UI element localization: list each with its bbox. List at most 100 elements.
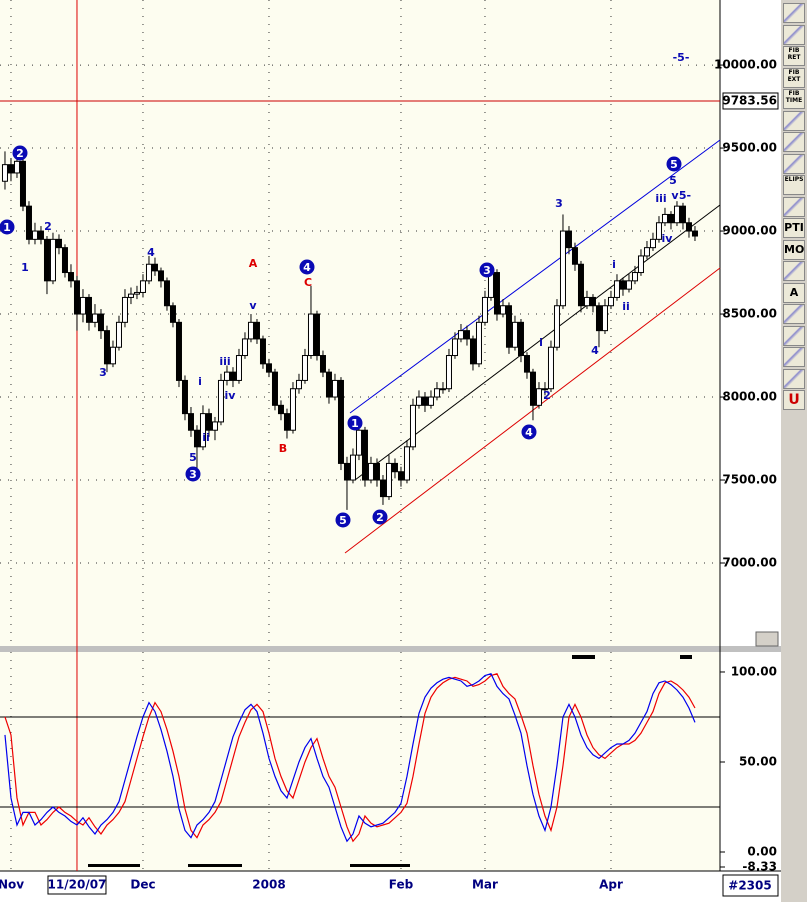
toolbar-button[interactable]: FIB RET [783, 46, 805, 66]
y-tick-label: 100.00 [731, 664, 777, 678]
candle-body [481, 296, 488, 323]
toolbar-button[interactable] [783, 261, 805, 281]
y-tick-label: 9000.00 [722, 224, 777, 238]
candle-body [31, 230, 38, 240]
wave-label: 5- [679, 189, 691, 202]
candle-body [415, 396, 422, 406]
candle-body [445, 355, 452, 390]
candle-body [229, 371, 236, 381]
wave-marker [12, 145, 28, 161]
status-bar [680, 655, 692, 659]
candle-body [121, 296, 128, 323]
candle-body [37, 230, 44, 240]
candle-body [133, 291, 140, 295]
wave-label: 4 [525, 426, 533, 439]
candle-body [7, 164, 14, 174]
candle-body [469, 338, 476, 365]
y-tick-label: 7000.00 [722, 556, 777, 570]
toolbar-button[interactable]: FIB TIME [783, 89, 805, 109]
wave-marker [335, 512, 351, 528]
candle-body [61, 247, 68, 274]
x-tick-label: Dec [130, 878, 155, 892]
toolbar-button[interactable] [783, 24, 805, 45]
wave-label: 1 [351, 417, 359, 430]
candle-body [643, 247, 650, 257]
candle-body [289, 388, 296, 431]
candle-body [385, 462, 392, 498]
toolbar-button[interactable] [783, 153, 805, 174]
toolbar-button[interactable]: U [783, 390, 805, 410]
toolbar-button[interactable]: A [783, 282, 805, 303]
candle-body [127, 293, 134, 298]
toolbar-button[interactable] [783, 304, 805, 324]
price-panel [0, 0, 720, 646]
candle-body [367, 462, 374, 481]
toolbar-button[interactable] [783, 132, 805, 152]
status-box [722, 874, 779, 897]
candle-body [259, 338, 266, 365]
candle-body [217, 379, 224, 423]
y-tick-label: 7500.00 [722, 473, 777, 487]
candle-body [571, 247, 578, 265]
y-tick-label: 8000.00 [722, 390, 777, 404]
candle-body [427, 396, 434, 406]
wave-label: C [304, 276, 312, 289]
wave-label: 5 [339, 514, 347, 527]
wave-label: 3 [189, 468, 197, 481]
candle-body [343, 462, 350, 481]
candle-body [397, 471, 404, 481]
toolbar-button[interactable]: ELIPS [783, 175, 805, 195]
chart: #2305 Nov 11/20/07 Dec 2008 Feb Mar Apr 7000.00… [0, 0, 781, 897]
wave-label: 3 [99, 366, 107, 379]
candle-body [511, 321, 518, 348]
scale-icon[interactable] [755, 631, 779, 647]
toolbar-button[interactable] [783, 325, 805, 346]
wave-label: 3 [483, 264, 491, 277]
wave-label: v [671, 189, 679, 202]
candle-body [175, 321, 182, 381]
wave-marker [666, 156, 682, 172]
candle-body [391, 462, 398, 473]
channel-line [349, 139, 721, 414]
candle-body [151, 263, 158, 272]
candle-body [199, 413, 206, 448]
wave-label: 5 [189, 451, 197, 464]
candle-body [475, 321, 482, 365]
toolbar-button[interactable] [783, 3, 805, 23]
y-tick-label: 10000.00 [714, 58, 777, 72]
candle-body [157, 270, 164, 282]
candle-body [349, 454, 356, 481]
wave-label: i [612, 258, 616, 271]
candle-body [463, 330, 470, 340]
wave-label: B [279, 442, 287, 455]
candle-body [547, 346, 554, 390]
status-bar [188, 864, 242, 867]
reference-box [722, 92, 779, 110]
candle-body [691, 230, 698, 237]
candle-body [523, 355, 530, 373]
toolbar-button[interactable] [783, 368, 805, 389]
candle-body [295, 379, 302, 390]
y-tick-label: 50.00 [739, 754, 777, 768]
wave-label: 5 [670, 158, 678, 171]
toolbar-button[interactable] [783, 347, 805, 367]
candle-body [613, 280, 620, 298]
candle-body [559, 230, 566, 307]
toolbar-button[interactable] [783, 196, 805, 217]
toolbar-button[interactable]: FIB EXT [783, 67, 805, 88]
toolbar-button[interactable]: PTI [783, 218, 805, 238]
candle-body [265, 363, 272, 373]
candle-body [655, 222, 662, 240]
candle-body [319, 355, 326, 373]
wave-label: iv [225, 389, 237, 402]
toolbar-button[interactable] [783, 110, 805, 131]
wave-label: 2 [376, 511, 384, 524]
candle-body [577, 263, 584, 307]
candle-body [193, 429, 200, 448]
status-bar [88, 864, 140, 867]
candle-body [97, 313, 104, 332]
wave-marker [347, 415, 363, 431]
candle-body [553, 305, 560, 348]
wave-label: 1 [3, 221, 11, 234]
toolbar-button[interactable]: MOB [783, 239, 805, 260]
